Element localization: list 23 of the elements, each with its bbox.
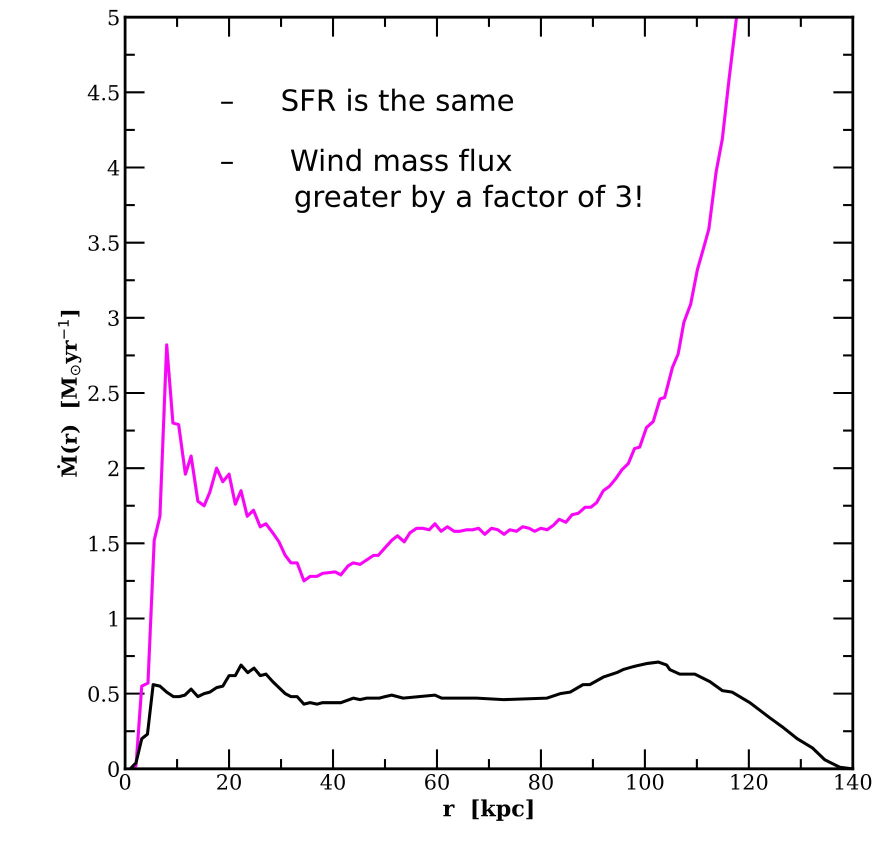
y-tick-label: 3 [108,310,119,326]
y-tick-label: 0.5 [88,686,119,702]
x-tick-label: 40 [320,774,345,790]
y-tick-label: 1.5 [90,536,119,552]
y-tick-label: 3.5 [88,235,119,251]
y-axis-title: Ṁ(r) [M$_{⊙}$yr$^{−1}$] [57,310,82,477]
x-tick-label: 0 [120,774,130,790]
x-tick-label: 80 [529,774,553,790]
y-tick-label: 1 [110,610,118,626]
y-tick-label: 2.5 [88,385,119,402]
x-tick-label: 60 [425,774,449,790]
y-tick-label: 0 [108,761,119,778]
y-tick-label: 5 [108,10,119,26]
y-tick-label: 4.5 [88,84,119,101]
x-tick-label: 120 [732,774,768,790]
y-tick-label: 4 [108,160,120,176]
x-axis-title: r [kpc] [443,799,533,821]
x-tick-label: 20 [217,774,241,790]
x-tick-label: 140 [835,774,872,790]
annotation: – Wind mass flux greater by a factor of 3! [221,148,640,213]
x-tick-label: 100 [628,774,664,790]
annotation: – SFR is the same [221,88,514,112]
y-tick-label: 2 [108,460,118,476]
